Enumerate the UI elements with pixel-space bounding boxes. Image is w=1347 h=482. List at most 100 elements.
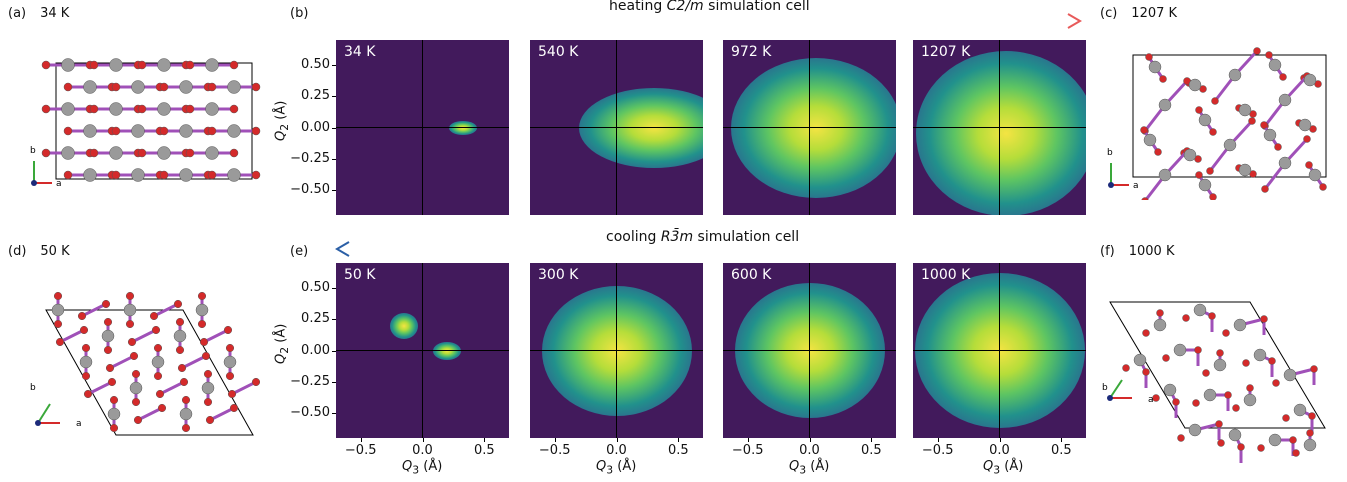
x-tick-mark [678,438,680,442]
zero-line-vertical [808,263,811,438]
y-axis-label-bottom: Q2 (Å) [273,323,291,364]
oxygen-atom [1242,359,1250,367]
x-tick-label: 0.0 [799,443,820,458]
x-tick-label: 0.0 [606,443,627,458]
oxygen-atom [1202,369,1210,377]
zero-line-vertical [615,263,618,438]
metal-atom [1133,353,1147,367]
oxygen-atom [137,60,147,70]
panel-d-label: (d) 50 K [8,244,70,259]
oxygen-atom [201,351,211,361]
oxygen-atom [1265,51,1273,59]
metal-atom [1238,163,1252,177]
metal-atom [83,80,97,94]
oxygen-atom [133,415,143,425]
metal-atom [1163,383,1177,397]
structure-f: b a [1102,301,1326,463]
oxygen-atom [131,369,141,379]
oxygen-atom [1306,429,1314,437]
panel-temperature: 1207 K [921,44,971,60]
structure-a: b a [30,58,261,189]
density-peak [915,51,1086,215]
heatmap-panel: 34 K [336,40,509,215]
oxygen-atom [149,311,159,321]
metal-atom [1283,368,1297,382]
heating-arrow [337,13,1082,29]
oxygen-atom [225,371,235,381]
bond [153,302,179,318]
oxygen-atom [1159,75,1167,83]
oxygen-atom [227,389,237,399]
oxygen-atom [41,60,51,70]
oxygen-atom [173,299,183,309]
metal-atom [227,168,241,182]
zero-line-vertical [808,40,811,215]
bond [231,380,257,396]
x-axis-label-3: Q3 (Å) [789,459,830,477]
oxygen-atom [159,126,169,136]
oxygen-atom [81,371,91,381]
panel-temperature: 50 K [344,267,376,283]
x-tick-label: 0.5 [860,443,882,458]
density-peak [389,312,418,339]
metal-atom [131,124,145,138]
oxygen-atom [1303,135,1311,143]
oxygen-atom [41,104,51,114]
x-tick-label: 0.5 [667,443,689,458]
panel-temperature: 1000 K [921,267,971,283]
oxygen-atom [89,104,99,114]
oxygen-atom [83,389,93,399]
oxygen-atom [105,363,115,373]
oxygen-atom [1122,364,1130,372]
oxygen-atom [1140,126,1148,134]
metal-atom [1228,68,1242,82]
metal-atom [1143,133,1157,147]
svg-text:a: a [76,419,82,429]
oxygen-atom [1319,183,1327,191]
oxygen-atom [89,60,99,70]
oxygen-atom [207,126,217,136]
y-tick-mark [332,190,336,191]
oxygen-atom [207,82,217,92]
metal-atom [1158,168,1172,182]
oxygen-atom [229,60,239,70]
zero-line-vertical [421,40,424,215]
x-tick-label: −0.5 [344,443,377,458]
oxygen-atom [1142,329,1150,337]
x-tick-mark [871,438,873,442]
metal-atom [1268,58,1282,72]
oxygen-atom [207,170,217,180]
metal-atom [1228,428,1242,442]
oxygen-atom [157,403,167,413]
oxygen-atom [153,371,163,381]
y-tick-label: 0.50 [301,57,330,72]
heatmap-panel: 600 K [723,263,896,438]
metal-atom [109,146,123,160]
oxygen-atom [1142,368,1150,376]
oxygen-atom [1224,391,1232,399]
oxygen-atom [103,345,113,355]
heatmap-panel: 1000 K [913,263,1086,438]
metal-atom [109,58,123,72]
heatmap-panel: 540 K [530,40,703,215]
panel-temperature: 300 K [538,267,579,283]
x-axis-label-2: Q3 (Å) [596,459,637,477]
oxygen-atom [1206,167,1214,175]
oxygen-atom [131,397,141,407]
oxygen-atom [125,291,135,301]
oxygen-atom [1152,394,1160,402]
svg-text:a: a [1148,395,1154,405]
oxygen-atom [89,148,99,158]
y-tick-mark [332,381,336,383]
panel-e-label: (e) [290,244,309,259]
svg-text:b: b [30,383,36,393]
oxygen-atom [1282,414,1290,422]
structure-c: b a [1107,47,1327,200]
metal-atom [1153,318,1167,332]
panel-a-label: (a) 34 K [8,6,70,21]
oxygen-atom [109,395,119,405]
x-axis-label-1: Q3 (Å) [402,459,443,477]
oxygen-atom [1260,121,1268,129]
oxygen-atom [251,377,261,387]
metal-atom [83,168,97,182]
